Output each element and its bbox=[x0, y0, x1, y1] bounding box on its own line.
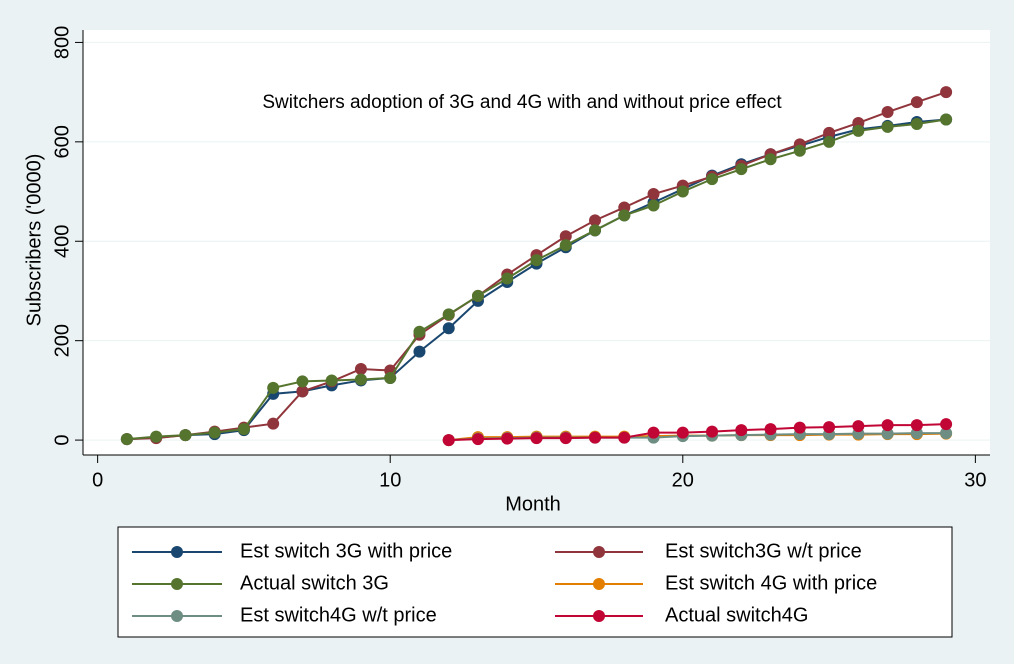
data-point bbox=[647, 188, 660, 201]
x-tick-label: 0 bbox=[92, 469, 103, 491]
y-tick-label: 600 bbox=[51, 125, 73, 158]
data-point bbox=[706, 173, 719, 186]
data-point bbox=[530, 432, 543, 445]
data-point bbox=[413, 345, 426, 358]
data-point bbox=[823, 421, 836, 434]
data-point bbox=[940, 113, 953, 126]
data-point bbox=[940, 427, 953, 440]
data-point bbox=[706, 425, 719, 438]
legend-label: Actual switch 3G bbox=[240, 572, 389, 594]
data-point bbox=[676, 185, 689, 198]
data-point bbox=[325, 374, 338, 387]
y-tick-label: 800 bbox=[51, 26, 73, 59]
data-point bbox=[471, 289, 484, 302]
legend-marker bbox=[171, 578, 183, 590]
data-point bbox=[764, 423, 777, 436]
data-point bbox=[384, 371, 397, 384]
data-point bbox=[442, 434, 455, 447]
data-point bbox=[559, 432, 572, 445]
data-point bbox=[120, 433, 133, 446]
data-point bbox=[735, 163, 748, 176]
x-tick-label: 10 bbox=[379, 469, 401, 491]
legend-label: Est switch3G w/t price bbox=[665, 540, 862, 562]
data-point bbox=[354, 373, 367, 386]
data-point bbox=[471, 433, 484, 446]
data-point bbox=[442, 322, 455, 335]
legend-label: Est switch 4G with price bbox=[665, 572, 877, 594]
data-point bbox=[823, 126, 836, 139]
data-point bbox=[413, 325, 426, 338]
data-point bbox=[793, 144, 806, 157]
data-point bbox=[940, 418, 953, 431]
data-point bbox=[764, 153, 777, 166]
data-point bbox=[150, 430, 163, 443]
y-tick-label: 200 bbox=[51, 324, 73, 357]
plot-area bbox=[83, 30, 990, 455]
data-point bbox=[910, 419, 923, 432]
data-point bbox=[237, 423, 250, 436]
data-point bbox=[881, 120, 894, 133]
y-tick-label: 400 bbox=[51, 225, 73, 258]
data-point bbox=[910, 96, 923, 109]
legend-label: Actual switch4G bbox=[665, 604, 808, 626]
data-point bbox=[735, 424, 748, 437]
data-point bbox=[267, 417, 280, 430]
data-point bbox=[881, 427, 894, 440]
y-axis-label: Subscribers ('0000) bbox=[23, 154, 45, 327]
data-point bbox=[589, 431, 602, 444]
legend-label: Est switch 3G with price bbox=[240, 540, 452, 562]
data-point bbox=[179, 429, 192, 442]
chart-title: Switchers adoption of 3G and 4G with and… bbox=[262, 92, 782, 113]
data-point bbox=[618, 209, 631, 222]
y-tick-label: 0 bbox=[51, 435, 73, 446]
data-point bbox=[559, 239, 572, 252]
data-point bbox=[589, 224, 602, 237]
data-point bbox=[676, 426, 689, 439]
data-point bbox=[208, 426, 221, 439]
x-tick-label: 30 bbox=[964, 469, 986, 491]
data-point bbox=[881, 106, 894, 119]
data-point bbox=[852, 420, 865, 433]
data-point bbox=[530, 254, 543, 267]
data-point bbox=[442, 308, 455, 321]
data-point bbox=[823, 135, 836, 148]
data-point bbox=[267, 381, 280, 394]
data-point bbox=[910, 117, 923, 130]
x-axis-label: Month bbox=[505, 493, 561, 515]
legend-marker bbox=[593, 578, 605, 590]
x-tick-label: 20 bbox=[672, 469, 694, 491]
data-point bbox=[618, 431, 631, 444]
data-point bbox=[296, 375, 309, 388]
data-point bbox=[559, 230, 572, 243]
data-point bbox=[296, 385, 309, 398]
data-point bbox=[589, 214, 602, 227]
legend-marker bbox=[593, 610, 605, 622]
legend-box bbox=[117, 526, 953, 638]
legend-marker bbox=[171, 546, 183, 558]
legend-marker bbox=[593, 546, 605, 558]
legend-marker bbox=[171, 610, 183, 622]
data-point bbox=[501, 432, 514, 445]
data-point bbox=[940, 86, 953, 99]
data-point bbox=[501, 272, 514, 285]
data-point bbox=[793, 421, 806, 434]
data-point bbox=[647, 199, 660, 212]
legend-label: Est switch4G w/t price bbox=[240, 604, 437, 626]
data-point bbox=[881, 419, 894, 432]
data-point bbox=[354, 363, 367, 376]
data-point bbox=[647, 426, 660, 439]
data-point bbox=[852, 124, 865, 137]
